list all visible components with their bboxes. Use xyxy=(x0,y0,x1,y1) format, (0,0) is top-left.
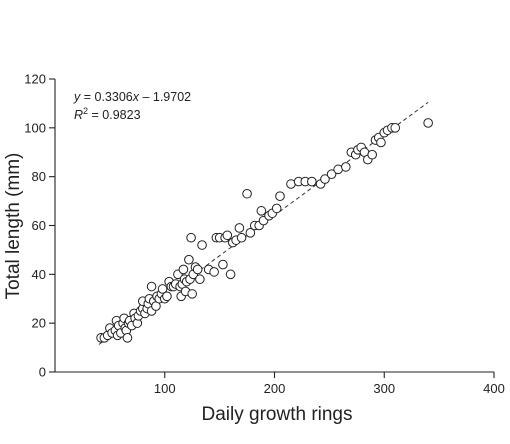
r2-superscript: 2 xyxy=(83,106,88,116)
data-point xyxy=(390,123,401,133)
data-point xyxy=(178,264,189,275)
data-point xyxy=(209,267,219,277)
x-tick-label: 200 xyxy=(264,381,286,396)
equation-coef: = 0.3306 xyxy=(80,90,133,104)
r2-value: = 0.9823 xyxy=(88,108,141,122)
axes-layer: 0 20 40 60 80 100 120 100 200 300 400 xyxy=(24,72,505,397)
y-tick-label: 40 xyxy=(32,267,46,282)
data-point xyxy=(146,281,157,292)
data-point xyxy=(157,284,168,294)
data-point xyxy=(222,230,233,241)
data-point xyxy=(320,174,330,184)
data-point xyxy=(242,188,252,199)
data-point xyxy=(367,149,377,160)
data-point xyxy=(197,240,207,250)
data-point xyxy=(245,228,256,238)
x-tick-label: 100 xyxy=(154,381,176,396)
x-axis-title: Daily growth rings xyxy=(202,404,353,425)
data-point xyxy=(376,137,386,148)
y-axis-title: Total length (mm) xyxy=(3,153,24,300)
data-point xyxy=(184,254,194,265)
data-point xyxy=(122,333,133,343)
data-point xyxy=(186,232,196,243)
data-point xyxy=(162,291,172,302)
x-tick-label: 300 xyxy=(373,381,395,396)
data-point xyxy=(234,223,245,233)
y-tick-label: 100 xyxy=(24,120,46,135)
y-tick-label: 0 xyxy=(39,365,46,380)
r-squared-label: R2 = 0.9823 xyxy=(74,106,141,122)
data-point xyxy=(275,191,285,201)
data-point xyxy=(218,259,228,270)
y-tick-label: 20 xyxy=(32,316,46,331)
data-point xyxy=(225,269,236,280)
data-point xyxy=(423,118,433,128)
data-point xyxy=(271,203,282,214)
equation-x: x xyxy=(132,90,140,104)
data-point xyxy=(236,232,247,243)
plot-layer xyxy=(96,101,433,345)
data-point xyxy=(341,162,351,172)
x-tick-label: 400 xyxy=(483,381,505,396)
y-tick-label: 120 xyxy=(24,72,46,87)
y-tick-label: 80 xyxy=(32,169,46,184)
equation-label: y = 0.3306x – 1.9702 xyxy=(73,90,191,104)
r2-symbol: R xyxy=(74,108,83,122)
data-point xyxy=(256,206,267,216)
data-point xyxy=(192,264,203,275)
data-point xyxy=(326,169,337,180)
equation-intercept: – 1.9702 xyxy=(139,90,191,104)
equation-y: y xyxy=(73,90,81,104)
y-tick-label: 60 xyxy=(32,218,46,233)
data-point xyxy=(195,274,205,285)
data-point xyxy=(187,289,197,299)
data-point xyxy=(307,176,317,187)
